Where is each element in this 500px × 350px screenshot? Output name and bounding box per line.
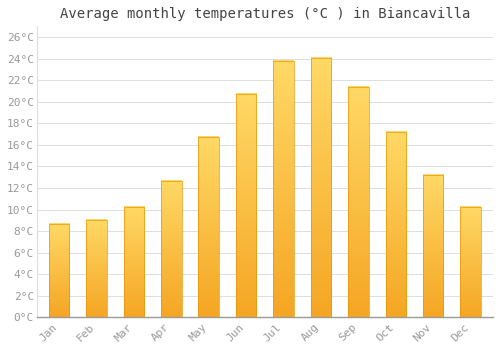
Title: Average monthly temperatures (°C ) in Biancavilla: Average monthly temperatures (°C ) in Bi… (60, 7, 470, 21)
Bar (236, 94, 256, 317)
Bar (348, 87, 368, 317)
Bar (386, 132, 406, 317)
Bar (86, 220, 107, 317)
Bar (460, 208, 481, 317)
Bar (423, 175, 444, 317)
Bar (198, 137, 219, 317)
Bar (161, 181, 182, 317)
Bar (310, 57, 332, 317)
Bar (49, 224, 70, 317)
Bar (274, 61, 294, 317)
Bar (124, 208, 144, 317)
